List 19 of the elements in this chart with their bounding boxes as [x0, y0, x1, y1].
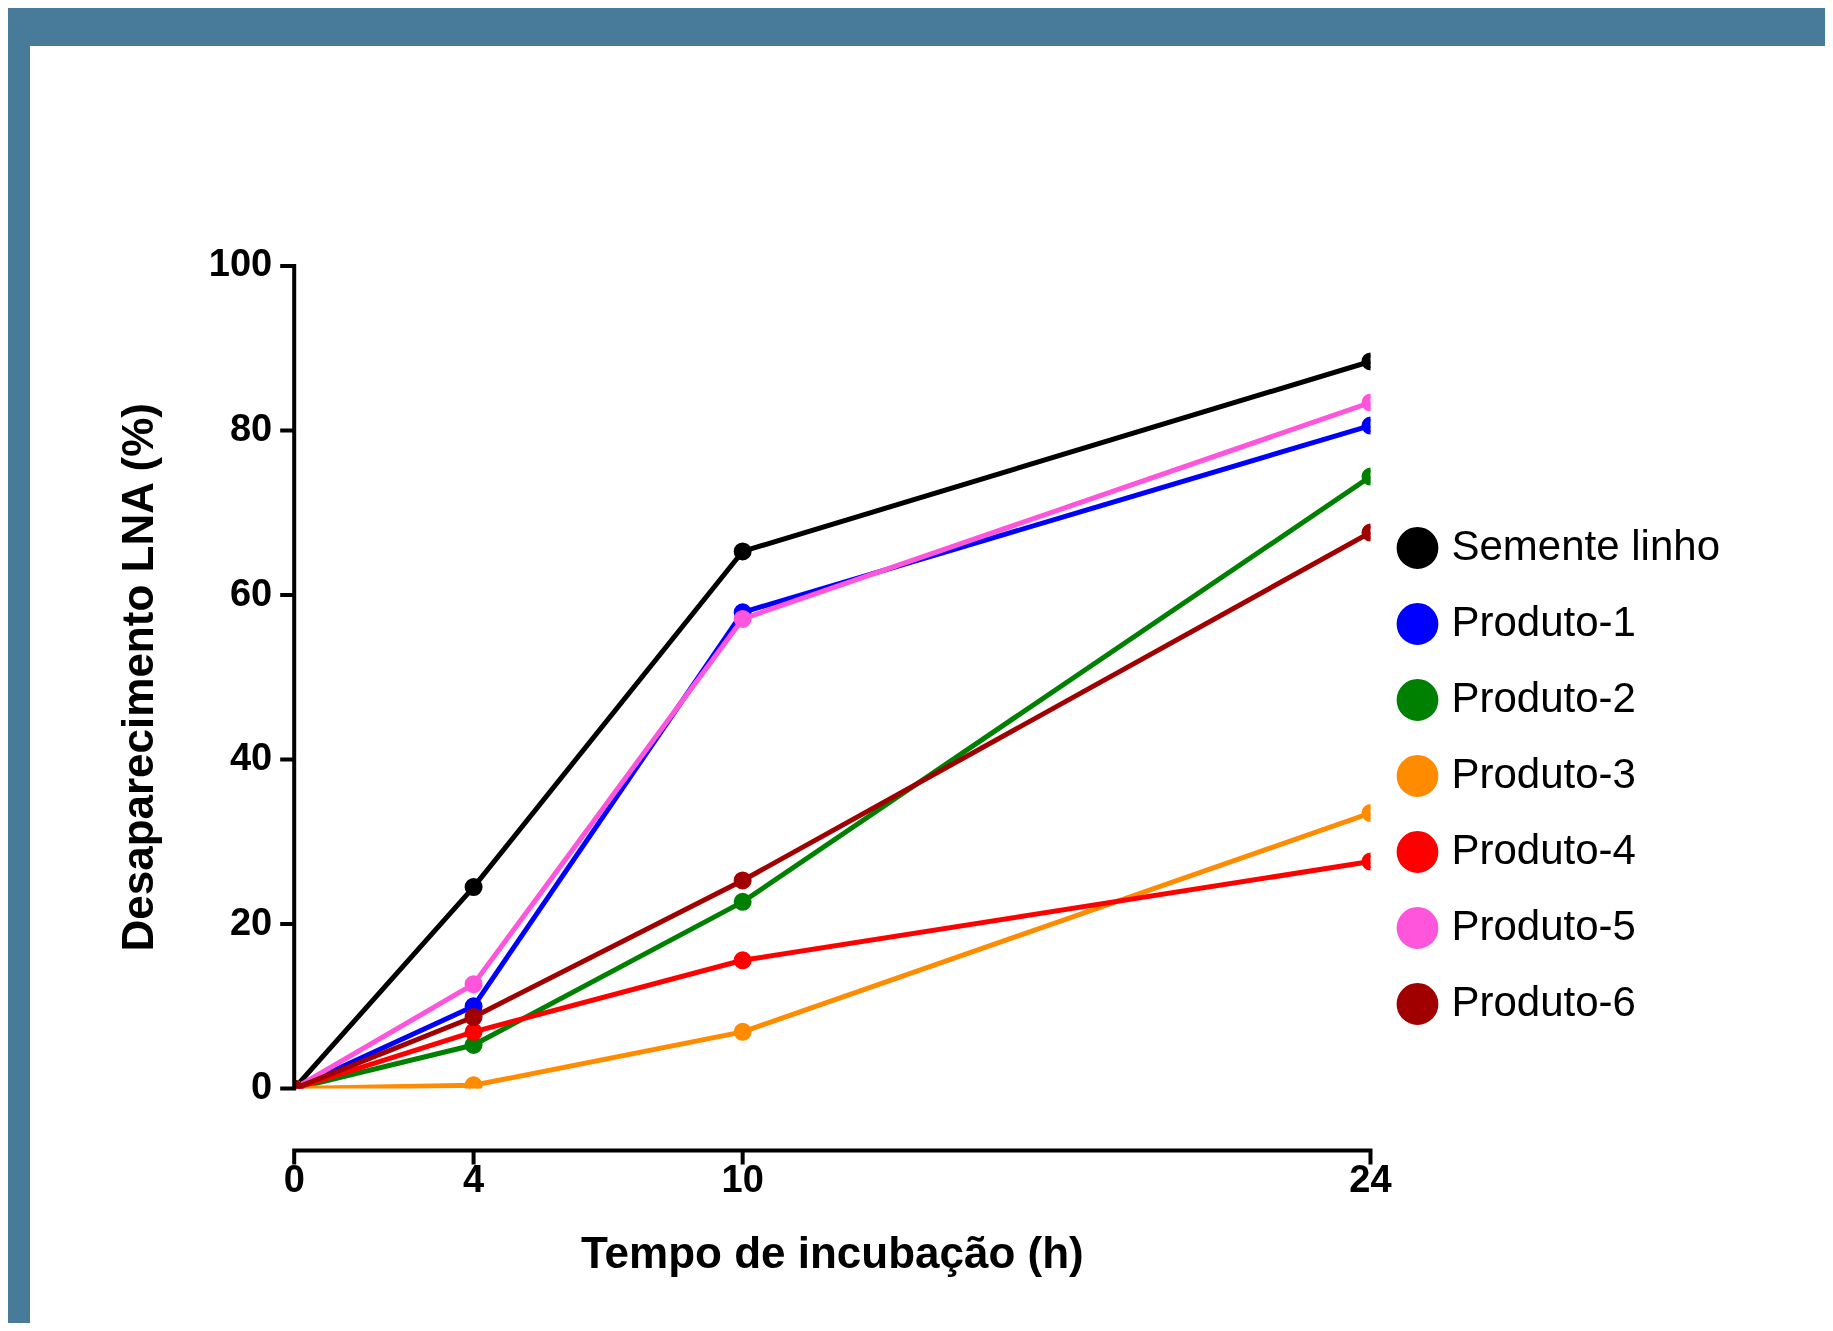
y-tick-label: 20 — [229, 900, 273, 943]
y-tick-label: 60 — [229, 571, 273, 614]
legend-label: Semente linho — [1451, 521, 1721, 569]
x-tick-label: 0 — [283, 1157, 305, 1200]
legend-label: Produto-4 — [1451, 825, 1636, 873]
y-axis-title: Desaparecimento LNA (%) — [112, 403, 162, 952]
y-tick-label: 100 — [208, 242, 273, 285]
y-tick-label: 80 — [229, 407, 273, 449]
x-axis-title: Tempo de incubação (h) — [580, 1227, 1084, 1277]
legend-label: Produto-3 — [1451, 749, 1636, 797]
legend-label: Produto-6 — [1451, 977, 1636, 1025]
y-tick-label: 0 — [251, 1065, 273, 1108]
x-tick-label: 24 — [1349, 1157, 1392, 1200]
x-tick-label: 10 — [721, 1157, 764, 1200]
legend-label: Produto-2 — [1451, 673, 1636, 721]
legend-label: Produto-5 — [1451, 901, 1636, 949]
x-tick-label: 4 — [463, 1157, 485, 1200]
y-tick-label: 40 — [229, 736, 273, 779]
legend-label: Produto-1 — [1451, 597, 1636, 645]
